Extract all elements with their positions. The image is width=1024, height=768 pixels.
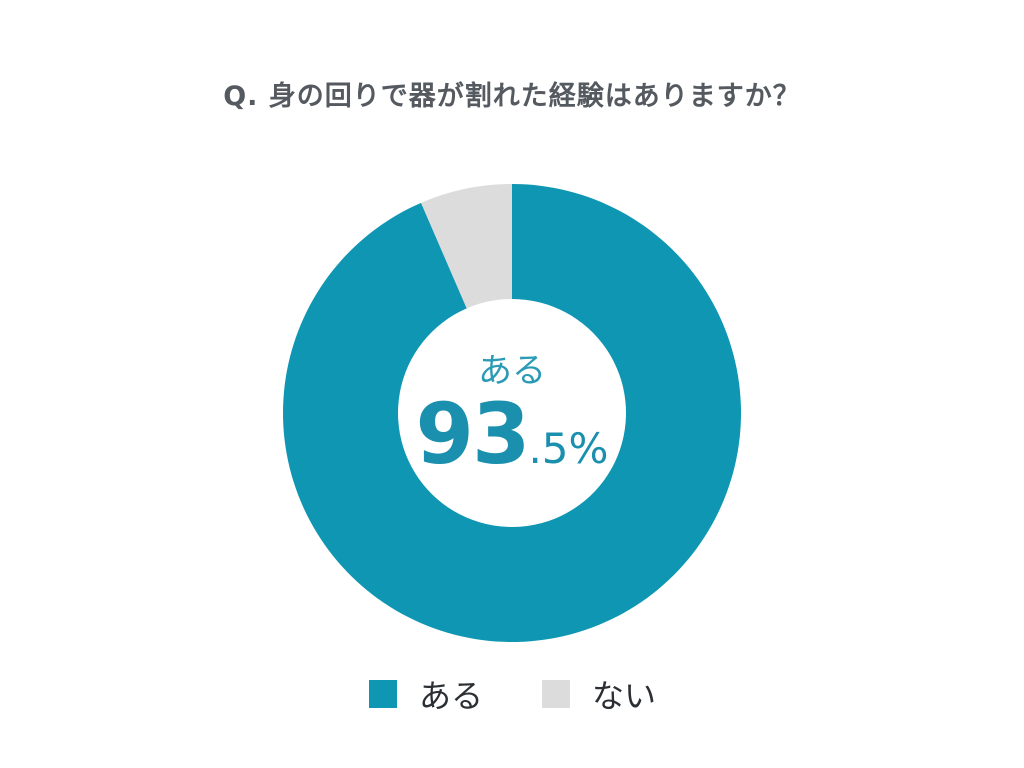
center-percentage: 93.5% <box>362 392 662 476</box>
chart-title: Q. 身の回りで器が割れた経験はありますか？ <box>223 81 801 112</box>
legend-swatch-aru <box>369 680 397 708</box>
center-category-label: ある <box>478 351 546 391</box>
legend-item-aru: ある <box>369 672 483 716</box>
legend-label-aru: ある <box>419 677 484 715</box>
legend: ある ない <box>0 672 1024 716</box>
legend-swatch-nai <box>542 680 570 708</box>
center-percentage-decimal: .5% <box>528 424 609 473</box>
center-percentage-integer: 93 <box>415 385 531 483</box>
slice-aru <box>283 184 741 642</box>
legend-item-nai: ない <box>542 672 656 716</box>
slice-nai <box>421 184 512 309</box>
legend-label-nai: ない <box>592 677 657 715</box>
